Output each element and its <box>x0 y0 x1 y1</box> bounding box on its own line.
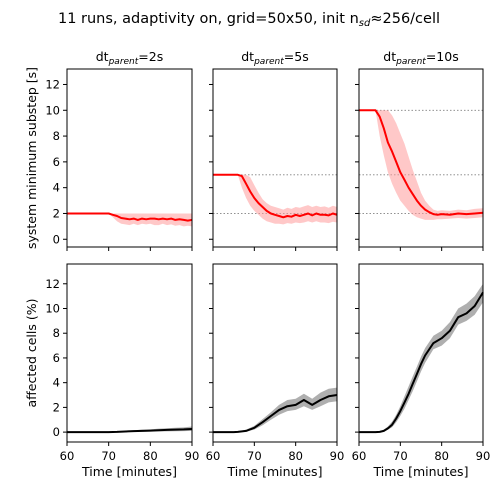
x-tick-label: 90 <box>476 449 491 463</box>
spread-band <box>213 387 337 433</box>
plot-frame <box>66 263 193 443</box>
y-tick-label: 4 <box>53 376 60 390</box>
y-tick-label: 6 <box>53 155 60 169</box>
x-axis-label: Time [minutes] <box>81 464 177 479</box>
panel-bottom-dt2: 0 2 4 6 8 10 12 60 70 80 90 Time [minutes] affected … <box>24 263 200 479</box>
x-tick-label: 60 <box>60 449 75 463</box>
y-tick-label: 8 <box>53 326 60 340</box>
y-tick-label: 0 <box>53 232 60 246</box>
y-tick-label: 10 <box>45 302 60 316</box>
mean-line <box>359 109 484 216</box>
panel-title-subscript: parent <box>395 57 426 67</box>
x-tick-label: 70 <box>393 449 408 463</box>
y-axis-label: system minimum substep [s] <box>24 67 39 249</box>
panel-title: dtparent=2s <box>96 49 164 67</box>
panel-title-suffix: =5s <box>284 49 309 64</box>
panel-title: dtparent=5s <box>241 49 309 67</box>
y-tick-label: 6 <box>53 351 60 365</box>
x-tick-label: 80 <box>143 449 158 463</box>
x-tick-label: 90 <box>330 449 345 463</box>
x-tick-label: 60 <box>352 449 367 463</box>
x-tick-label: 70 <box>247 449 262 463</box>
y-axis-label: affected cells (%) <box>24 299 39 408</box>
plot-frame <box>66 68 193 248</box>
mean-line <box>213 173 338 219</box>
mean-line <box>359 291 484 434</box>
x-tick-label: 80 <box>434 449 449 463</box>
panel-title-prefix: dt <box>96 49 109 64</box>
spread-band <box>359 283 483 433</box>
panel-title: dtparent=10s <box>383 49 458 67</box>
y-tick-label: 12 <box>45 77 60 91</box>
panel-bottom-dt5: 60 70 80 90 Time [minutes] <box>206 263 345 479</box>
plot-frame <box>212 68 338 248</box>
panel-title-prefix: dt <box>241 49 254 64</box>
panel-title-suffix: =2s <box>138 49 163 64</box>
panel-top-dt5: dtparent=5s <box>209 49 338 251</box>
x-tick-label: 80 <box>288 449 303 463</box>
x-axis-label: Time [minutes] <box>373 464 469 479</box>
x-axis-label: Time [minutes] <box>227 464 323 479</box>
y-tick-label: 2 <box>53 400 60 414</box>
y-tick-label: 12 <box>45 277 60 291</box>
panel-title-prefix: dt <box>383 49 396 64</box>
x-tick-label: 90 <box>185 449 200 463</box>
figure-title: 11 runs, adaptivity on, grid=50x50, init… <box>58 11 440 29</box>
mean-line <box>67 212 193 222</box>
y-tick-label: 0 <box>53 425 60 439</box>
plot-frame <box>358 68 484 248</box>
y-tick-label: 10 <box>45 103 60 117</box>
figure-title-subscript: sd <box>359 18 371 29</box>
x-tick-label: 70 <box>101 449 116 463</box>
y-tick-label: 2 <box>53 206 60 220</box>
figure-title-main: 11 runs, adaptivity on, grid=50x50, init… <box>58 11 359 27</box>
spread-band <box>359 110 483 220</box>
plot-frame <box>212 263 338 443</box>
spread-band <box>213 174 337 225</box>
mean-line <box>67 428 193 434</box>
panel-title-suffix: =10s <box>426 49 459 64</box>
y-tick-label: 4 <box>53 181 60 195</box>
panel-title-subscript: parent <box>253 57 284 67</box>
plot-frame <box>358 263 484 443</box>
panel-bottom-dt10: 60 70 80 90 Time [minutes] <box>352 263 491 479</box>
figure-title-tail: ≈256/cell <box>370 11 440 27</box>
mean-line <box>213 394 338 434</box>
panel-title-subscript: parent <box>108 57 139 67</box>
x-tick-label: 60 <box>206 449 221 463</box>
panel-top-dt2: 0 2 4 6 8 10 12 system minimum substep [s] dtpar… <box>24 49 193 251</box>
y-tick-label: 8 <box>53 129 60 143</box>
panel-top-dt10: dtparent=10s <box>355 49 484 251</box>
